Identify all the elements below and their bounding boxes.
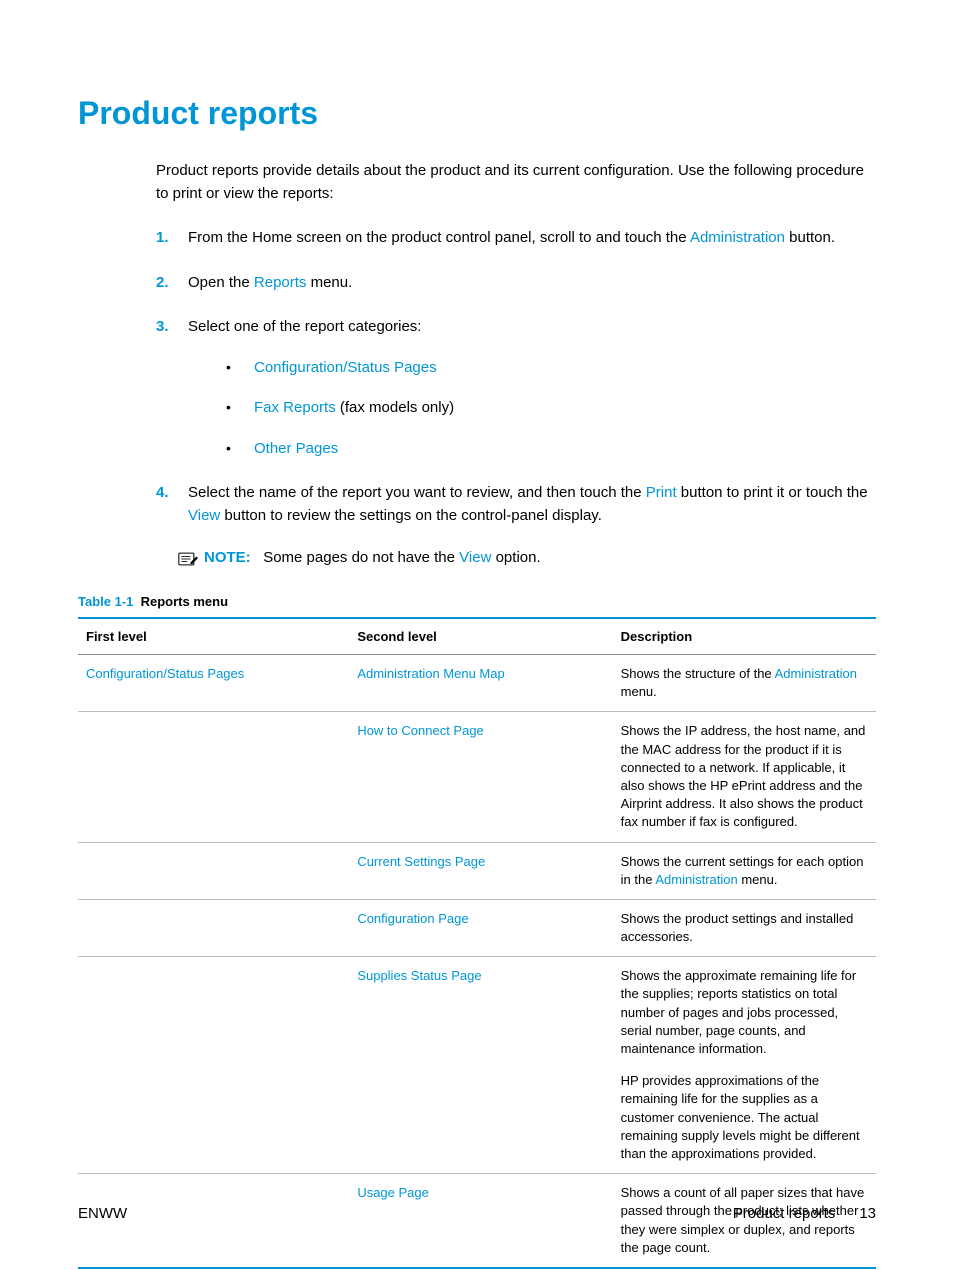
table-row: Supplies Status Page Shows the approxima… (78, 957, 876, 1174)
bullet-config-status: Configuration/Status Pages (226, 357, 876, 380)
cell-description: Shows the product settings and installed… (613, 899, 876, 956)
step-4-post: button to review the settings on the con… (220, 507, 602, 524)
note-view-link: View (459, 549, 491, 566)
desc-link: Administration (775, 666, 857, 681)
intro-paragraph: Product reports provide details about th… (156, 160, 876, 205)
step-4-pre: Select the name of the report you want t… (188, 484, 646, 501)
view-link: View (188, 507, 220, 524)
table-title: Reports menu (141, 594, 228, 609)
step-2: Open the Reports menu. (156, 272, 876, 295)
desc-para2: HP provides approximations of the remain… (621, 1072, 868, 1163)
fax-reports-suffix: (fax models only) (336, 399, 454, 416)
administration-link: Administration (690, 229, 785, 246)
step-1-text-post: button. (785, 229, 835, 246)
print-link: Print (646, 484, 677, 501)
cell-second-level: How to Connect Page (357, 723, 483, 738)
desc-post: menu. (738, 872, 778, 887)
config-status-pages-link: Configuration/Status Pages (254, 359, 437, 376)
cell-second-level: Current Settings Page (357, 854, 485, 869)
cell-description: Shows the approximate remaining life for… (613, 957, 876, 1174)
note-text-post: option. (491, 549, 540, 566)
desc-para1: Shows the approximate remaining life for… (621, 968, 857, 1056)
th-second-level: Second level (349, 618, 612, 655)
bullet-other-pages: Other Pages (226, 438, 876, 461)
step-1-text-pre: From the Home screen on the product cont… (188, 229, 690, 246)
table-row: Configuration/Status Pages Administratio… (78, 655, 876, 712)
other-pages-link: Other Pages (254, 440, 338, 457)
step-2-text-pre: Open the (188, 274, 254, 291)
bullet-fax-reports: Fax Reports (fax models only) (226, 397, 876, 420)
cell-first-level: Configuration/Status Pages (86, 666, 244, 681)
step-2-text-post: menu. (306, 274, 352, 291)
note-icon (178, 550, 198, 568)
cell-description: Shows the structure of the Administratio… (613, 655, 876, 712)
desc-post: menu. (621, 684, 657, 699)
step-3: Select one of the report categories: Con… (156, 316, 876, 460)
fax-reports-link: Fax Reports (254, 399, 336, 416)
step-4: Select the name of the report you want t… (156, 482, 876, 527)
reports-table: First level Second level Description Con… (78, 617, 876, 1269)
page-footer: ENWW Product reports 13 (78, 1205, 876, 1222)
cell-second-level: Supplies Status Page (357, 968, 481, 983)
cell-second-level: Administration Menu Map (357, 666, 504, 681)
step-1: From the Home screen on the product cont… (156, 227, 876, 250)
table-row: Configuration Page Shows the product set… (78, 899, 876, 956)
footer-section-title: Product reports (733, 1205, 836, 1222)
cell-second-level: Usage Page (357, 1185, 429, 1200)
table-number: Table 1-1 (78, 594, 133, 609)
cell-second-level: Configuration Page (357, 911, 468, 926)
th-description: Description (613, 618, 876, 655)
desc-link: Administration (655, 872, 737, 887)
reports-link: Reports (254, 274, 307, 291)
table-row: How to Connect Page Shows the IP address… (78, 712, 876, 842)
cell-description: Shows the current settings for each opti… (613, 842, 876, 899)
note-label: NOTE: (204, 549, 251, 566)
table-header-row: First level Second level Description (78, 618, 876, 655)
procedure-list: From the Home screen on the product cont… (156, 227, 876, 527)
category-list: Configuration/Status Pages Fax Reports (… (226, 357, 876, 461)
footer-left: ENWW (78, 1205, 127, 1222)
note-block: NOTE: Some pages do not have the View op… (178, 549, 876, 568)
note-text-pre: Some pages do not have the (263, 549, 459, 566)
cell-description: Shows the IP address, the host name, and… (613, 712, 876, 842)
step-3-text: Select one of the report categories: (188, 318, 421, 335)
table-caption: Table 1-1 Reports menu (78, 594, 876, 609)
desc-pre: Shows the structure of the (621, 666, 775, 681)
page-number: 13 (859, 1205, 876, 1222)
table-row: Current Settings Page Shows the current … (78, 842, 876, 899)
step-4-mid: button to print it or touch the (677, 484, 868, 501)
page-heading: Product reports (78, 95, 876, 132)
th-first-level: First level (78, 618, 349, 655)
